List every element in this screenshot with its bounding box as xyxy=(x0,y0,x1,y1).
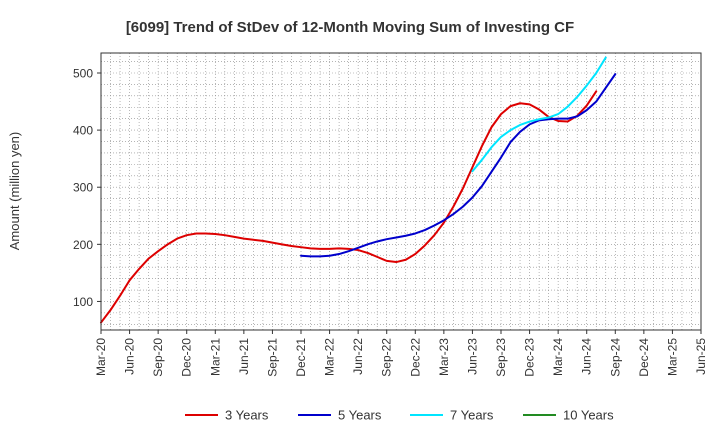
y-tick-label: 500 xyxy=(73,66,93,80)
x-tick-label: Sep-21 xyxy=(265,338,279,377)
x-tick-label: Sep-24 xyxy=(608,338,622,377)
chart-title: [6099] Trend of StDev of 12-Month Moving… xyxy=(126,19,574,36)
legend-label: 5 Years xyxy=(338,408,382,423)
x-tick-label: Jun-25 xyxy=(694,338,708,375)
legend-label: 7 Years xyxy=(450,408,494,423)
y-tick-label: 100 xyxy=(73,295,93,309)
x-tick-label: Dec-23 xyxy=(523,338,537,377)
grid xyxy=(101,53,701,330)
legend-label: 3 Years xyxy=(225,408,269,423)
x-tick-label: Jun-24 xyxy=(580,338,594,375)
x-tick-label: Mar-22 xyxy=(323,338,337,376)
x-tick-label: Mar-21 xyxy=(208,338,222,376)
legend-label: 10 Years xyxy=(563,408,614,423)
x-tick-label: Sep-23 xyxy=(494,338,508,377)
x-tick-label: Mar-24 xyxy=(551,338,565,376)
x-tick-label: Dec-21 xyxy=(294,338,308,377)
y-tick-label: 200 xyxy=(73,238,93,252)
y-axis-label: Amount (million yen) xyxy=(7,132,22,251)
series-line-5-years xyxy=(300,73,617,258)
y-tick-label: 400 xyxy=(73,124,93,138)
plot-frame xyxy=(100,52,702,331)
series-line-7-years xyxy=(471,56,607,173)
y-axis-ticks: 100 200 300 400 500 xyxy=(73,66,101,309)
series-lines xyxy=(100,56,617,324)
x-tick-label: Jun-21 xyxy=(237,338,251,375)
y-tick-label: 300 xyxy=(73,181,93,195)
x-tick-label: Sep-22 xyxy=(380,338,394,377)
legend: 3 Years 5 Years 7 Years 10 Years xyxy=(185,408,614,423)
x-tick-label: Mar-20 xyxy=(94,338,108,376)
x-tick-label: Mar-25 xyxy=(665,338,679,376)
x-axis-ticks: Mar-20 Jun-20 Sep-20 Dec-20 Mar-21 Jun-21 Sep-… xyxy=(94,330,708,377)
x-tick-label: Dec-24 xyxy=(637,338,651,377)
x-tick-label: Dec-20 xyxy=(180,338,194,377)
x-tick-label: Mar-23 xyxy=(437,338,451,376)
x-tick-label: Dec-22 xyxy=(408,338,422,377)
x-tick-label: Sep-20 xyxy=(151,338,165,377)
series-line-3-years xyxy=(100,90,598,324)
x-tick-label: Jun-20 xyxy=(123,338,137,375)
x-tick-label: Jun-23 xyxy=(465,338,479,375)
x-tick-label: Jun-22 xyxy=(351,338,365,375)
